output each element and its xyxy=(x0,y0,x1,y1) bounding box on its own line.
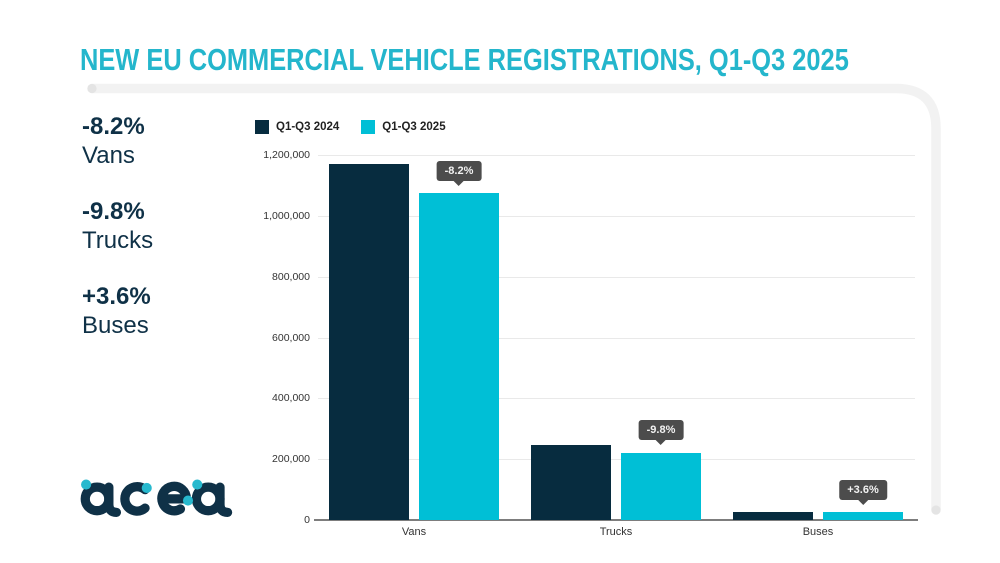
x-category-label: Vans xyxy=(401,526,427,538)
bar-trucks-q1-q3-2024 xyxy=(531,445,611,520)
y-axis-labels: 0 200,000 400,000 600,000 800,000 1,000,000 1,… xyxy=(228,149,310,526)
frame-end-cap xyxy=(931,505,941,515)
legend-swatch-2025 xyxy=(361,120,376,134)
bar-buses-q1-q3-2024 xyxy=(733,512,813,520)
frame-start-cap xyxy=(87,83,97,94)
legend-swatch-2024 xyxy=(255,120,269,134)
gridline xyxy=(318,459,915,461)
x-category-label: Trucks xyxy=(599,526,633,538)
page-title: NEW EU COMMERCIAL VEHICLE REGISTRATIONS,… xyxy=(80,42,849,77)
y-tick-label: 1,000,000 xyxy=(263,209,310,222)
legend-label-2025: Q1-Q3 2025 xyxy=(382,121,446,133)
acea-logo xyxy=(76,458,236,528)
logo-dot-1 xyxy=(81,479,92,490)
gridline xyxy=(318,276,915,278)
stat-buses-label: Buses xyxy=(82,312,149,339)
bar-vans-q1-q3-2025 xyxy=(419,193,499,520)
bar-vans-q1-q3-2024 xyxy=(329,164,409,520)
callout-vans: -8.2% xyxy=(436,161,482,182)
gridline xyxy=(318,398,915,400)
logo-dot-4 xyxy=(192,479,203,490)
stat-buses: +3.6% Buses xyxy=(82,282,153,340)
x-axis-line xyxy=(314,519,918,521)
stat-trucks-label: Trucks xyxy=(82,227,154,254)
y-tick-label: 600,000 xyxy=(272,331,310,344)
stat-buses-value: +3.6% xyxy=(82,283,151,310)
stat-vans-label: Vans xyxy=(82,142,135,169)
stat-trucks-value: -9.8% xyxy=(82,198,145,225)
y-tick-label: 800,000 xyxy=(272,270,310,283)
callout-buses: +3.6% xyxy=(839,480,887,501)
plot-area: -8.2% -9.8% +3.6% xyxy=(314,155,918,521)
stat-vans: -8.2% Vans xyxy=(82,112,153,170)
callout-trucks: -9.8% xyxy=(638,420,684,441)
y-tick-label: 400,000 xyxy=(272,392,310,405)
legend-item-2024: Q1-Q3 2024 xyxy=(255,120,339,134)
legend-label-2024: Q1-Q3 2024 xyxy=(276,121,340,133)
y-tick-label: 0 xyxy=(304,514,310,526)
x-category-label: Buses xyxy=(802,526,834,538)
logo-dot-2 xyxy=(141,482,152,493)
logo-dot-3 xyxy=(182,495,194,506)
bar-buses-q1-q3-2025 xyxy=(823,512,903,520)
y-tick-label: 200,000 xyxy=(272,453,310,466)
gridline xyxy=(318,337,915,339)
stat-vans-value: -8.2% xyxy=(82,113,145,140)
gridline xyxy=(318,215,915,217)
stat-trucks: -9.8% Trucks xyxy=(82,197,153,255)
chart-legend: Q1-Q3 2024 Q1-Q3 2025 xyxy=(255,120,446,134)
y-tick-label: 1,200,000 xyxy=(263,149,310,161)
bar-trucks-q1-q3-2025 xyxy=(621,452,701,520)
x-axis-labels: Vans Trucks Buses xyxy=(318,526,915,542)
stats-panel: -8.2% Vans -9.8% Trucks +3.6% Buses xyxy=(82,112,153,367)
legend-item-2025: Q1-Q3 2025 xyxy=(361,120,446,134)
gridline xyxy=(318,155,915,156)
